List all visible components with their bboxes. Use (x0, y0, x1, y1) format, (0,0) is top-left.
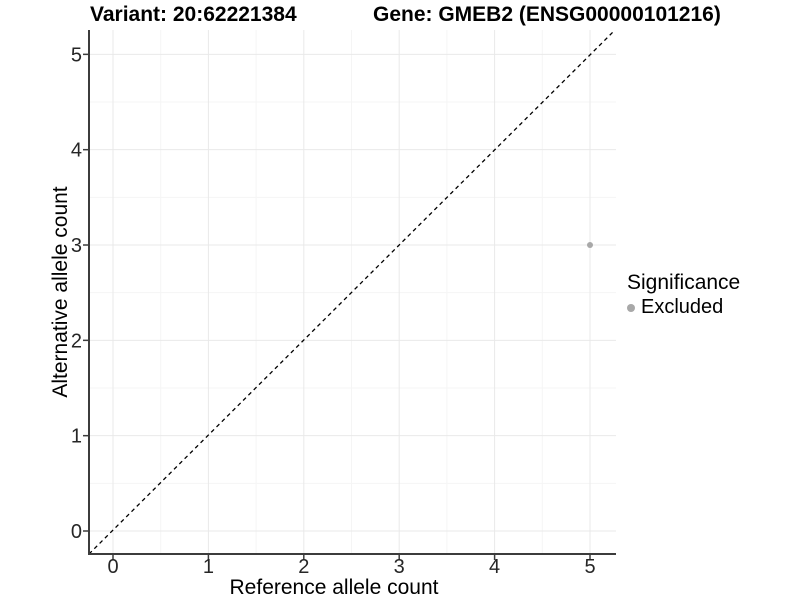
x-axis-title: Reference allele count (229, 576, 439, 599)
legend-item-excluded: Excluded (627, 296, 740, 319)
y-tick-label: 3 (71, 235, 82, 257)
y-axis-title: Alternative allele count (49, 186, 72, 398)
x-tick-label: 4 (489, 556, 500, 578)
legend-title: Significance (627, 271, 741, 294)
y-tick-label: 0 (71, 521, 82, 543)
data-point (587, 242, 593, 249)
x-tick-label: 0 (107, 556, 118, 578)
x-tick-label: 2 (298, 556, 309, 578)
excluded-point-icon (627, 303, 635, 312)
y-tick-label: 1 (71, 426, 82, 448)
y-tick-label: 4 (71, 140, 82, 162)
x-tick-label: 3 (394, 556, 405, 578)
legend: Significance Excluded (627, 271, 740, 319)
y-tick-label: 2 (71, 330, 82, 352)
x-tick-label: 5 (584, 556, 595, 578)
variant-title: Variant: 20:62221384 (90, 3, 297, 26)
y-tick-label: 5 (71, 44, 82, 66)
legend-item-label: Excluded (641, 296, 724, 318)
x-tick-label: 1 (203, 556, 214, 578)
identity-line (88, 29, 616, 555)
gene-title: Gene: GMEB2 (ENSG00000101216) (373, 3, 721, 26)
